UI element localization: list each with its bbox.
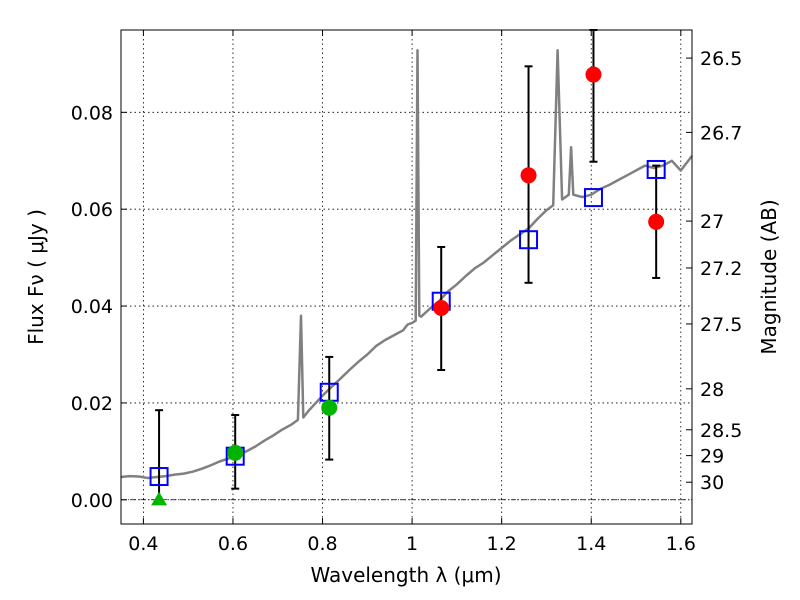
magnitude-tick-label: 30 <box>700 472 724 494</box>
template-spectrum-line <box>120 49 693 480</box>
magnitude-tick-label: 27.2 <box>700 258 742 280</box>
magnitude-tick-label: 26.5 <box>700 48 742 70</box>
x-tick-label: 0.6 <box>218 533 248 555</box>
x-tick-label: 1.6 <box>666 533 696 555</box>
observed-point <box>433 299 450 316</box>
axis-layer: 0.4 0.6 0.8 1 1.2 1.4 1.6 0.00 0.02 0.04 0.06 0.08 2… <box>71 30 742 555</box>
y-tick-label: 0.04 <box>71 296 113 318</box>
model-point <box>519 230 539 250</box>
model-point <box>646 159 666 179</box>
plot-frame <box>120 29 693 525</box>
y-tick-label: 0.00 <box>71 490 113 512</box>
y-axis-label-right: Magnitude (AB) <box>757 199 781 354</box>
observed-points-layer <box>151 66 665 506</box>
magnitude-tick-label: 27.5 <box>700 314 742 336</box>
observed-upper-limit-point <box>151 491 168 506</box>
errorbar-layer <box>155 29 661 501</box>
y-tick-label: 0.06 <box>71 199 113 221</box>
x-axis-label: Wavelength λ (μm) <box>310 563 501 587</box>
x-tick-label: 1.2 <box>487 533 517 555</box>
model-point <box>149 467 169 487</box>
observed-point <box>321 399 338 416</box>
spectrum-layer <box>120 49 693 480</box>
magnitude-tick-label: 27 <box>700 211 724 233</box>
y-tick-label: 0.02 <box>71 393 113 415</box>
observed-point <box>520 167 537 184</box>
grid-layer <box>121 30 692 524</box>
y-tick-label: 0.08 <box>71 102 113 124</box>
x-tick-label: 0.8 <box>307 533 337 555</box>
x-tick-label: 1 <box>406 533 418 555</box>
magnitude-tick-label: 29 <box>700 446 724 468</box>
model-points-layer <box>149 159 666 487</box>
magnitude-tick-label: 28 <box>700 379 724 401</box>
model-point <box>583 188 603 208</box>
observed-point <box>648 213 665 230</box>
y-axis-label-left: Flux Fν ( μJy ) <box>24 209 48 345</box>
magnitude-tick-label: 28.5 <box>700 420 742 442</box>
x-tick-label: 0.4 <box>128 533 158 555</box>
observed-point <box>227 444 244 461</box>
x-tick-label: 1.4 <box>576 533 606 555</box>
observed-point <box>585 66 602 83</box>
magnitude-tick-label: 26.7 <box>700 122 742 144</box>
